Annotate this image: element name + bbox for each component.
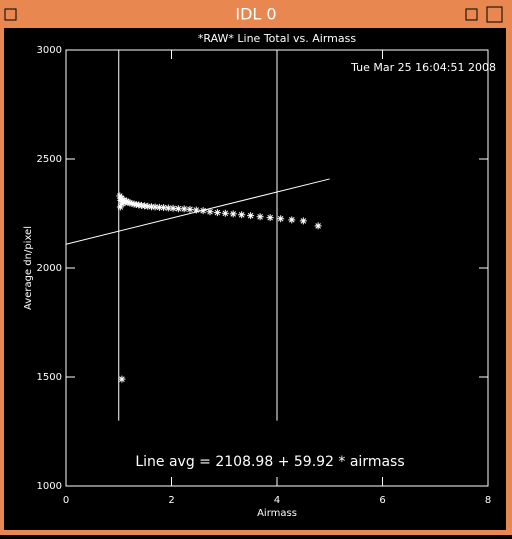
y-tick-label: 1500 <box>37 372 62 383</box>
data-point <box>124 198 132 206</box>
x-tick-label: 2 <box>168 495 174 506</box>
y-axis-label: Average dn/pixel <box>23 226 34 310</box>
fit-annotation: Line avg = 2108.98 + 59.92 * airmass <box>135 454 404 470</box>
data-point <box>123 197 131 205</box>
y-tick-label: 2500 <box>37 154 62 165</box>
data-point <box>174 205 182 213</box>
y-tick-label: 3000 <box>37 45 62 56</box>
data-point <box>229 210 237 218</box>
data-point <box>213 209 221 217</box>
data-point <box>144 202 152 210</box>
data-point <box>247 212 255 220</box>
data-point <box>277 215 285 223</box>
x-axis-label: Airmass <box>257 508 297 519</box>
data-point <box>238 211 246 219</box>
data-point <box>160 204 168 212</box>
window-menu-button[interactable] <box>4 8 17 21</box>
data-point <box>169 204 177 212</box>
x-tick-label: 4 <box>274 495 280 506</box>
data-point <box>256 213 264 221</box>
data-point <box>199 207 207 215</box>
data-point <box>266 214 274 222</box>
data-point <box>118 200 126 208</box>
data-point <box>180 205 188 213</box>
plot-canvas <box>4 28 506 530</box>
data-point <box>128 199 136 207</box>
data-point <box>206 208 214 216</box>
data-point <box>120 196 128 204</box>
data-point <box>155 203 163 211</box>
data-point <box>192 206 200 214</box>
maximize-button[interactable] <box>486 6 503 23</box>
data-point <box>147 203 155 211</box>
chart-title: *RAW* Line Total vs. Airmass <box>198 32 356 45</box>
data-point <box>314 222 322 230</box>
timestamp: Tue Mar 25 16:04:51 2008 <box>350 61 496 74</box>
data-point <box>221 209 229 217</box>
x-tick-label: 6 <box>379 495 385 506</box>
y-tick-label: 1000 <box>37 481 62 492</box>
data-point <box>164 204 172 212</box>
data-point <box>116 203 124 211</box>
data-point <box>299 217 307 225</box>
y-tick-label: 2000 <box>37 263 62 274</box>
data-point <box>117 194 125 202</box>
data-point <box>151 203 159 211</box>
window-title: IDL 0 <box>235 5 276 24</box>
data-point <box>288 216 296 224</box>
data-point <box>186 205 194 213</box>
x-tick-label: 8 <box>485 495 491 506</box>
data-point <box>118 375 126 383</box>
minimize-button[interactable] <box>465 8 478 21</box>
x-tick-label: 0 <box>63 495 69 506</box>
